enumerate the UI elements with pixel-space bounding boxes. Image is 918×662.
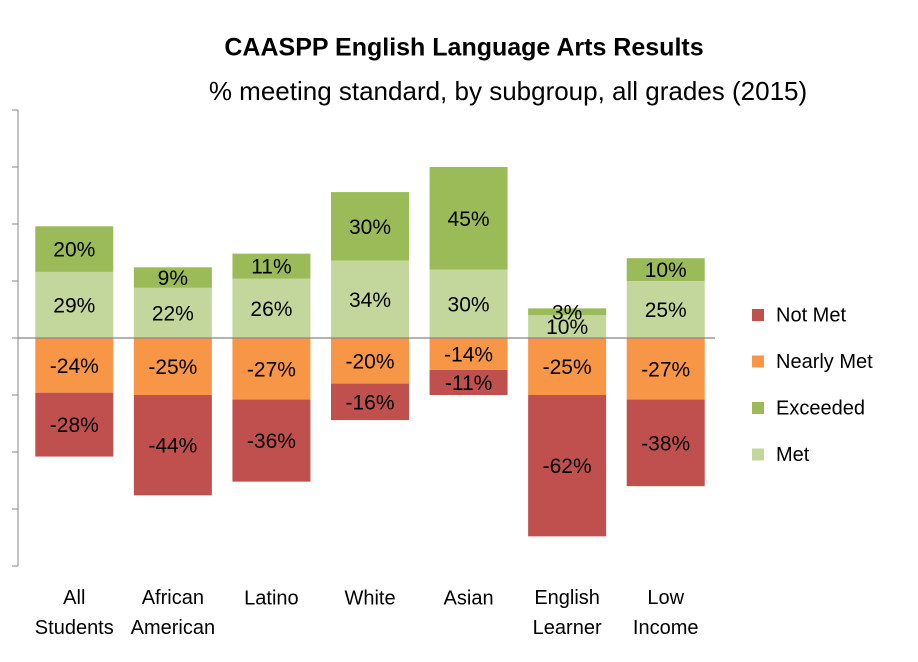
data-label: 10% (546, 316, 588, 339)
legend-swatch (752, 355, 764, 368)
data-label: 20% (53, 239, 95, 262)
data-label: 45% (448, 208, 490, 231)
x-tick-label: African American (131, 587, 215, 639)
bar-segment (626, 338, 705, 400)
bar-segment (626, 281, 705, 338)
data-label: -28% (50, 414, 99, 437)
bar-segment (429, 167, 508, 270)
bar-segment (331, 338, 409, 384)
data-label: 11% (251, 256, 291, 279)
bar-segment (232, 253, 311, 279)
chart-title: CAASPP English Language Arts Results (224, 34, 703, 62)
legend-label: Met (776, 444, 810, 466)
data-label: 29% (53, 294, 95, 317)
data-label: 22% (152, 302, 194, 325)
legend-label: Not Met (776, 304, 846, 326)
data-label: -62% (543, 455, 592, 478)
chart-subtitle: % meeting standard, by subgroup, all gra… (209, 76, 807, 106)
bar-segment (35, 271, 114, 338)
bar-segment (331, 260, 409, 338)
legend-label: Exceeded (776, 397, 865, 419)
data-label: -16% (345, 391, 394, 414)
data-label: -11% (445, 372, 492, 395)
data-label: 3% (552, 301, 582, 324)
data-label: 34% (349, 289, 391, 312)
bar-segment (35, 392, 114, 457)
data-label: -38% (641, 432, 690, 455)
x-tick-label: English Learner (533, 587, 602, 639)
bar-segment (528, 315, 607, 338)
legend-swatch (752, 309, 764, 321)
data-label: 25% (645, 299, 687, 322)
legend-swatch (752, 448, 764, 461)
bar-segment (232, 278, 311, 338)
bar-segment (429, 338, 508, 370)
data-label: 26% (250, 298, 292, 321)
bar-segment (232, 338, 311, 400)
x-tick-label: White (344, 587, 395, 609)
bar-segment (528, 395, 607, 537)
bar-segment (626, 399, 705, 487)
bar-segment (429, 269, 508, 338)
bar-segment (133, 267, 212, 288)
bar-segment (133, 395, 212, 496)
bar-segment (626, 258, 705, 281)
bar-segment (133, 338, 212, 395)
data-label: -25% (543, 356, 592, 379)
data-label: -24% (50, 355, 99, 378)
data-label: 9% (158, 267, 188, 290)
bar-segment (331, 192, 409, 261)
data-label: -14% (444, 344, 493, 367)
data-label: -20% (345, 350, 394, 373)
bar-segment (35, 226, 114, 272)
bar-segment (331, 383, 409, 421)
bar-segment (429, 369, 508, 395)
data-label: -36% (247, 430, 296, 453)
data-label: -27% (247, 358, 296, 381)
legend-label: Nearly Met (776, 351, 873, 373)
data-label: 30% (349, 216, 391, 239)
data-label: -25% (148, 356, 197, 379)
x-tick-label: Asian (444, 587, 494, 609)
data-label: 30% (448, 293, 490, 316)
data-label: -44% (148, 435, 197, 458)
x-tick-label: Latino (244, 587, 299, 609)
bar-segment (232, 399, 311, 482)
bar-segment (35, 338, 114, 393)
x-tick-label: All Students (35, 587, 114, 639)
bar-segment (133, 287, 212, 338)
data-label: -27% (641, 358, 690, 381)
bar-segment (528, 338, 607, 395)
data-label: 10% (645, 259, 687, 282)
x-tick-label: Low Income (633, 587, 699, 639)
bar-segment (528, 308, 607, 316)
legend-swatch (752, 402, 764, 414)
